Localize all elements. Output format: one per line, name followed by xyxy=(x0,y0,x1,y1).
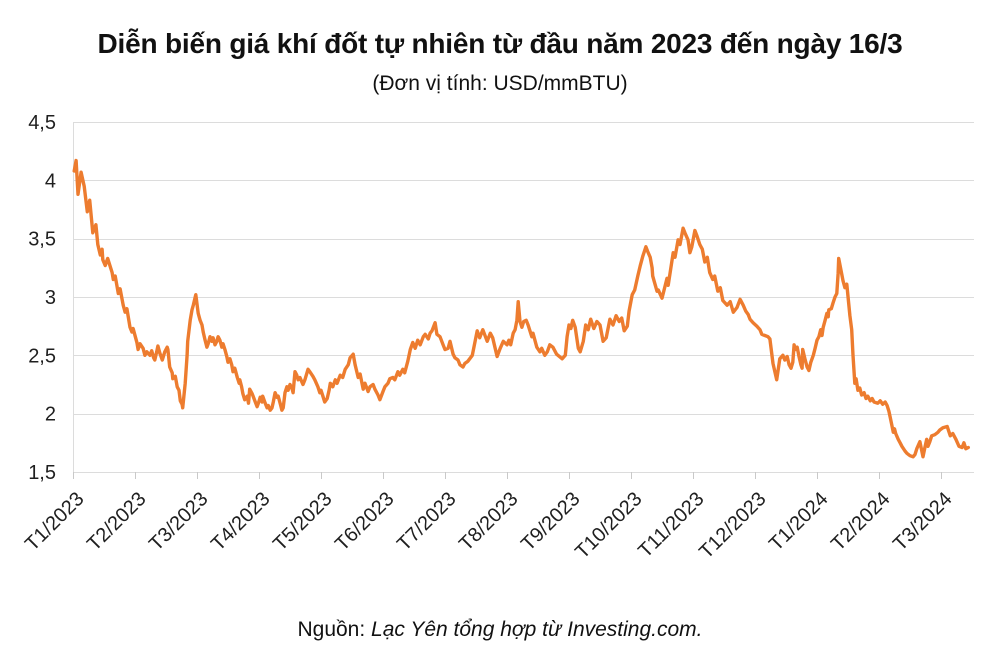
x-tick-label: T3/2023 xyxy=(145,488,212,555)
y-tick-label: 3 xyxy=(45,287,56,309)
y-tick-label: 4,5 xyxy=(28,112,56,134)
x-tick-label: T3/2024 xyxy=(889,488,956,555)
x-tick-label: T1/2024 xyxy=(765,488,832,555)
source-line: Nguồn: Lạc Yên tổng hợp từ Investing.com… xyxy=(0,618,1000,642)
source-text: Lạc Yên tổng hợp từ Investing.com. xyxy=(371,618,703,641)
y-tick-label: 2,5 xyxy=(28,345,56,367)
source-prefix: Nguồn: xyxy=(297,618,372,641)
x-tick-label: T2/2023 xyxy=(83,488,150,555)
x-tick-label: T12/2023 xyxy=(695,488,770,563)
y-tick-label: 4 xyxy=(45,170,56,192)
x-tick-label: T8/2023 xyxy=(455,488,522,555)
x-tick-label: T5/2023 xyxy=(269,488,336,555)
x-tick-label: T4/2023 xyxy=(207,488,274,555)
x-tick-label: T1/2023 xyxy=(21,488,88,555)
y-tick-label: 1,5 xyxy=(28,462,56,484)
x-tick-label: T2/2024 xyxy=(827,488,894,555)
x-tick-label: T7/2023 xyxy=(393,488,460,555)
x-tick-label: T10/2023 xyxy=(571,488,646,563)
chart-title: Diễn biến giá khí đốt tự nhiên từ đầu nă… xyxy=(97,28,903,59)
x-tick-label: T6/2023 xyxy=(331,488,398,555)
y-tick-label: 2 xyxy=(45,404,56,426)
chart-subtitle: (Đơn vị tính: USD/mmBTU) xyxy=(372,72,628,95)
y-tick-label: 3,5 xyxy=(28,229,56,251)
price-line xyxy=(72,158,970,459)
